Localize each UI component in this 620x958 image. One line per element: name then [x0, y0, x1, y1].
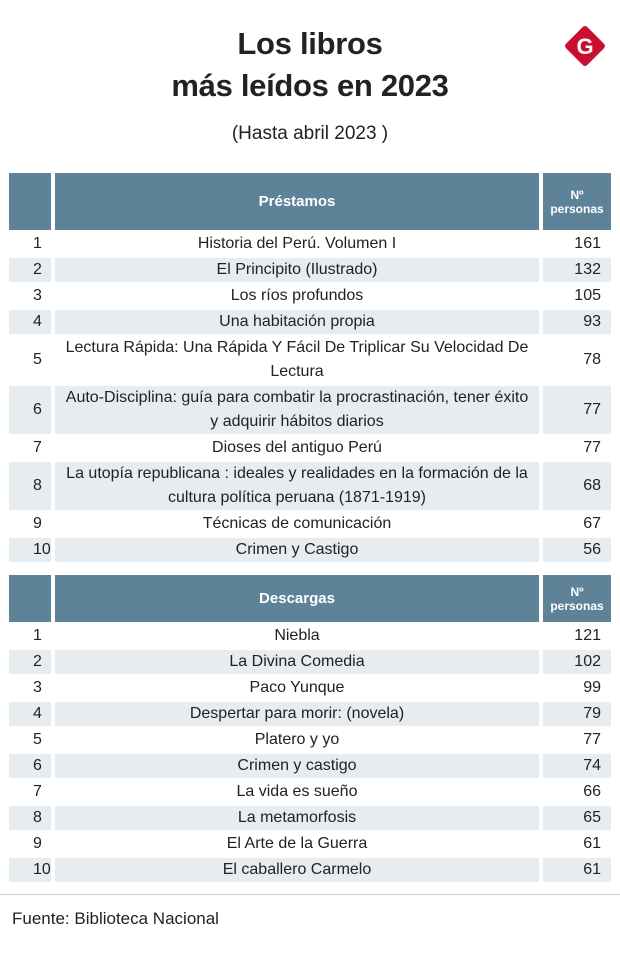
rank-cell: 3	[33, 287, 42, 304]
rank-cell: 7	[33, 783, 42, 800]
count-cell: 132	[543, 258, 611, 282]
count-cell: 77	[583, 731, 601, 748]
count-cell: 161	[574, 235, 601, 252]
count-cell: 99	[583, 679, 601, 696]
title-cell: La utopía republicana : ideales y realid…	[55, 462, 539, 510]
title-cell: Platero y yo	[254, 731, 340, 748]
count-cell: 65	[543, 806, 611, 830]
rank-cell: 6	[9, 754, 51, 778]
count-cell: 68	[543, 462, 611, 510]
header-cell: Descargas	[55, 575, 539, 622]
rank-cell: 5	[33, 351, 42, 368]
count-cell: 105	[574, 287, 601, 304]
logo: G	[565, 26, 605, 66]
divider	[0, 894, 620, 895]
count-cell: 67	[583, 515, 601, 532]
logo-badge	[565, 26, 605, 66]
count-cell: 102	[543, 650, 611, 674]
count-cell: 121	[574, 627, 601, 644]
rank-cell: 7	[33, 439, 42, 456]
rank-cell: 8	[9, 806, 51, 830]
title-cell: Crimen y castigo	[55, 754, 539, 778]
title-cell: Una habitación propia	[55, 310, 539, 334]
count-cell: 66	[583, 783, 601, 800]
rank-cell: 4	[9, 310, 51, 334]
title-cell: La Divina Comedia	[55, 650, 539, 674]
rank-cell: 3	[33, 679, 42, 696]
count-cell: 61	[543, 858, 611, 882]
rank-cell: 9	[33, 835, 42, 852]
rank-cell: 9	[33, 515, 42, 532]
header-cell	[9, 173, 51, 230]
rank-cell: 4	[9, 702, 51, 726]
title-cell: Auto-Disciplina: guía para combatir la p…	[55, 386, 539, 434]
title-cell: Despertar para morir: (novela)	[55, 702, 539, 726]
count-cell: 77	[543, 386, 611, 434]
table: Descargas Nº personas 1 Niebla 121 2 La Divina…	[9, 575, 611, 882]
count-cell: 56	[543, 538, 611, 562]
title-cell: La metamorfosis	[55, 806, 539, 830]
title-cell: Crimen y Castigo	[55, 538, 539, 562]
title-cell: Dioses del antiguo Perú	[212, 439, 382, 456]
title-cell: El Arte de la Guerra	[226, 835, 368, 852]
rank-cell: 5	[33, 731, 42, 748]
count-cell: 77	[583, 439, 601, 456]
count-cell: 79	[543, 702, 611, 726]
count-cell: 93	[543, 310, 611, 334]
count-cell: 74	[543, 754, 611, 778]
count-cell: 78	[583, 351, 601, 368]
rank-cell: 8	[9, 462, 51, 510]
title-cell: La vida es sueño	[236, 783, 358, 800]
table: Préstamos Nº personas 1 Historia del Perú. …	[9, 173, 611, 562]
rank-cell: 10	[9, 858, 51, 882]
rank-cell: 6	[9, 386, 51, 434]
title-cell: Técnicas de comunicación	[202, 515, 392, 532]
header-cell: Nº personas	[543, 575, 611, 622]
logo-letter: G	[576, 34, 593, 59]
title: Los libros	[237, 26, 383, 61]
rank-cell: 1	[33, 627, 42, 644]
header-cell: Nº personas	[543, 173, 611, 230]
title-cell: Paco Yunque	[249, 679, 345, 696]
rank-cell: 1	[33, 235, 42, 252]
header-cell	[9, 575, 51, 622]
title-cell: Niebla	[274, 627, 320, 644]
header-cell: Préstamos	[55, 173, 539, 230]
rank-cell: 2	[9, 258, 51, 282]
title-cell: Los ríos profundos	[230, 287, 364, 304]
title-cell: Lectura Rápida: Una Rápida Y Fácil De Tr…	[65, 339, 529, 380]
subtitle: (Hasta abril 2023 )	[231, 123, 389, 144]
rank-cell: 10	[9, 538, 51, 562]
title-cell: El caballero Carmelo	[55, 858, 539, 882]
count-cell: 61	[583, 835, 601, 852]
title-cell: El Principito (Ilustrado)	[55, 258, 539, 282]
source: Fuente: Biblioteca Nacional	[12, 909, 219, 928]
rank-cell: 2	[9, 650, 51, 674]
title-cell: Historia del Perú. Volumen I	[197, 235, 397, 252]
title: más leídos en 2023	[171, 68, 449, 103]
